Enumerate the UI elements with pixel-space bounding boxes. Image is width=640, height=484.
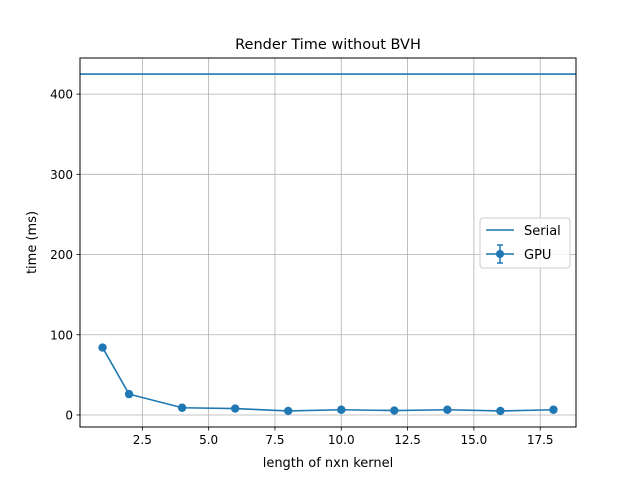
x-tick-label: 10.0 bbox=[328, 433, 355, 447]
x-tick-label: 2.5 bbox=[133, 433, 152, 447]
gpu-point bbox=[390, 406, 399, 415]
chart-title: Render Time without BVH bbox=[235, 37, 421, 53]
x-axis-label: length of nxn kernel bbox=[263, 456, 394, 471]
x-tick-label: 15.0 bbox=[461, 433, 488, 447]
legend-serial-label: Serial bbox=[524, 224, 561, 239]
legend-gpu-label: GPU bbox=[524, 248, 551, 263]
axes-frame bbox=[79, 57, 577, 428]
gpu-point bbox=[230, 404, 240, 413]
x-tick-label: 7.5 bbox=[265, 433, 284, 447]
x-tick-label: 5.0 bbox=[199, 433, 218, 447]
x-tick-label: 12.5 bbox=[394, 433, 421, 447]
legend: Serial GPU bbox=[479, 217, 571, 269]
gpu-point bbox=[337, 405, 346, 414]
gpu-point bbox=[443, 405, 452, 414]
ticks-layer: 2.5 5.0 7.5 10.0 12.5 15.0 17.5 0 100 200 300 400 bbox=[50, 88, 553, 447]
gpu-point bbox=[284, 406, 293, 416]
legend-gpu-marker bbox=[496, 250, 504, 258]
y-tick-label: 300 bbox=[50, 168, 73, 182]
gpu-point bbox=[549, 405, 558, 414]
gpu-point bbox=[177, 403, 187, 412]
x-tick-label: 17.5 bbox=[527, 433, 554, 447]
y-axis-label: time (ms) bbox=[25, 211, 40, 274]
gpu-point bbox=[98, 343, 107, 352]
gpu-line bbox=[101, 347, 554, 412]
y-tick-label: 200 bbox=[50, 248, 73, 262]
y-tick-label: 0 bbox=[65, 408, 73, 422]
data-layer bbox=[80, 73, 576, 416]
gpu-point bbox=[124, 389, 134, 399]
gpu-point bbox=[496, 406, 505, 416]
y-tick-label: 400 bbox=[50, 88, 73, 102]
y-tick-label: 100 bbox=[50, 328, 73, 342]
